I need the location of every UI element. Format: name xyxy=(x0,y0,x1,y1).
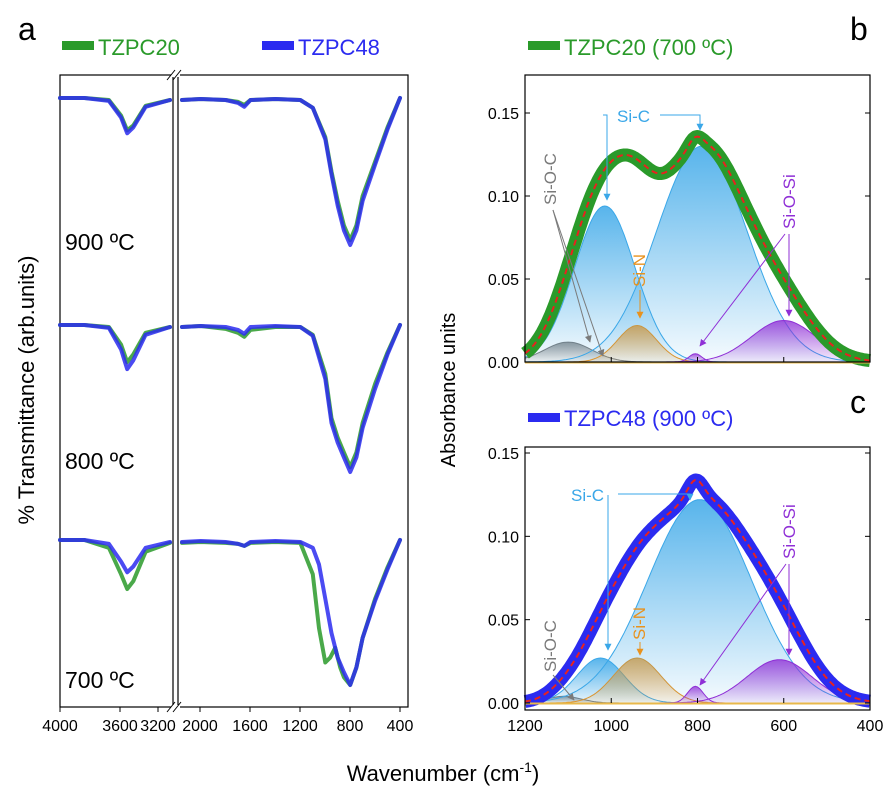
spectrum-tzpc48-2 xyxy=(58,538,172,575)
subplot-label-700: 700 ºC xyxy=(65,667,135,693)
annot-c-sic: Si-C xyxy=(571,486,604,505)
annot-b-siosi: Si-O-Si xyxy=(780,174,799,229)
subplot-label-800: 800 ºC xyxy=(65,448,135,474)
annot-b-sic: Si-C xyxy=(617,107,650,126)
panel-a-xtick-label: 4000 xyxy=(42,718,78,735)
shared-xlabel: Wavenumber (cm-1) xyxy=(347,759,540,786)
panel-a-xtick-label: 800 xyxy=(337,718,364,735)
ytick-label: 0.10 xyxy=(488,189,519,206)
panel-a-frame-right xyxy=(177,74,409,708)
panel-c-plot xyxy=(520,473,875,708)
spectrum-tzpc20-0 xyxy=(180,96,402,243)
panel-b-plot xyxy=(520,130,875,368)
ytick-label: 0.00 xyxy=(488,696,519,713)
legend-panel-a: TZPC20 TZPC48 xyxy=(62,35,380,60)
panel-label-a: a xyxy=(18,11,36,47)
legend-swatch-tzpc48-c xyxy=(528,413,560,422)
panel-a-xtick-label: 1200 xyxy=(282,718,318,735)
panel-c-annotations: Si-O-C Si-C Si-N Si-O-Si xyxy=(541,486,799,701)
panel-c-xtick-label: 1000 xyxy=(593,718,629,735)
panel-b-title: TZPC20 (700 ºC) xyxy=(564,35,733,60)
annot-c-sioc: Si-O-C xyxy=(541,620,560,672)
shared-ylabel: Absorbance units xyxy=(438,313,460,468)
ytick-label: 0.00 xyxy=(488,355,519,372)
legend-label-tzpc20: TZPC20 xyxy=(98,35,180,60)
panel-b-axes: 0.00 0.05 0.10 0.15 xyxy=(488,106,871,372)
fit-envelope xyxy=(524,135,871,362)
panel-c-legend: TZPC48 (900 ºC) xyxy=(528,406,733,431)
panel-a-xtick-label: 2000 xyxy=(182,718,218,735)
panel-a-xtick-label: 3600 xyxy=(102,718,138,735)
ytick-label: 0.10 xyxy=(488,529,519,546)
ytick-label: 0.15 xyxy=(488,106,519,123)
panel-a-xtick-label: 400 xyxy=(387,718,414,735)
panel-a-axes: 4000 3600 3200 2000 1600 1200 800 400 xyxy=(42,69,414,735)
panel-c-xtick-label: 1200 xyxy=(507,718,543,735)
spectrum-tzpc48-2 xyxy=(180,538,402,687)
panel-label-c: c xyxy=(850,384,866,420)
annot-b-sioc: Si-O-C xyxy=(541,153,560,205)
ytick-label: 0.15 xyxy=(488,446,519,463)
panel-b-legend: TZPC20 (700 ºC) xyxy=(528,35,733,60)
axis-break-top-2 xyxy=(172,69,182,81)
panel-a-xtick-label: 3200 xyxy=(140,718,176,735)
spectrum-tzpc20-2 xyxy=(180,538,402,687)
annot-c-sin: Si-N xyxy=(630,607,649,640)
axis-break-bottom-2 xyxy=(172,701,182,713)
ytick-label: 0.05 xyxy=(488,613,519,630)
legend-label-tzpc48: TZPC48 xyxy=(298,35,380,60)
panel-a-curves xyxy=(58,96,402,687)
panel-b-annotations: Si-O-C Si-C Si-N Si-O-Si xyxy=(541,107,799,357)
annot-b-sin: Si-N xyxy=(630,254,649,287)
spectrum-tzpc20-1 xyxy=(180,323,402,470)
spectrum-tzpc48-1 xyxy=(58,323,172,372)
panel-a-ylabel: % Transmittance (arb.units) xyxy=(14,256,39,525)
panel-a-xtick-label: 1600 xyxy=(232,718,268,735)
panel-c-xtick-label: 600 xyxy=(770,718,797,735)
spectrum-tzpc48-0 xyxy=(180,96,402,247)
subplot-label-900: 900 ºC xyxy=(65,229,135,255)
panel-c-axes: 0.00 0.05 0.10 0.15 1200 1000 800 600 400 xyxy=(488,446,884,735)
legend-swatch-tzpc20-b xyxy=(528,41,560,50)
fit-envelope xyxy=(524,478,871,703)
panel-c-xtick-label: 400 xyxy=(857,718,884,735)
legend-swatch-tzpc20 xyxy=(62,41,94,50)
panel-a-frame-left xyxy=(59,74,174,708)
panel-c-xtick-label: 800 xyxy=(684,718,711,735)
ytick-label: 0.05 xyxy=(488,272,519,289)
legend-swatch-tzpc48 xyxy=(262,41,294,50)
panel-c-frame xyxy=(524,446,871,711)
panel-c-title: TZPC48 (900 ºC) xyxy=(564,406,733,431)
axis-break-bottom-1 xyxy=(166,701,176,713)
spectrum-tzpc48-1 xyxy=(180,323,402,474)
panel-label-b: b xyxy=(850,11,868,47)
annot-c-siosi: Si-O-Si xyxy=(780,504,799,559)
axis-break-top-1 xyxy=(166,69,176,81)
spectrum-tzpc48-0 xyxy=(58,96,172,136)
